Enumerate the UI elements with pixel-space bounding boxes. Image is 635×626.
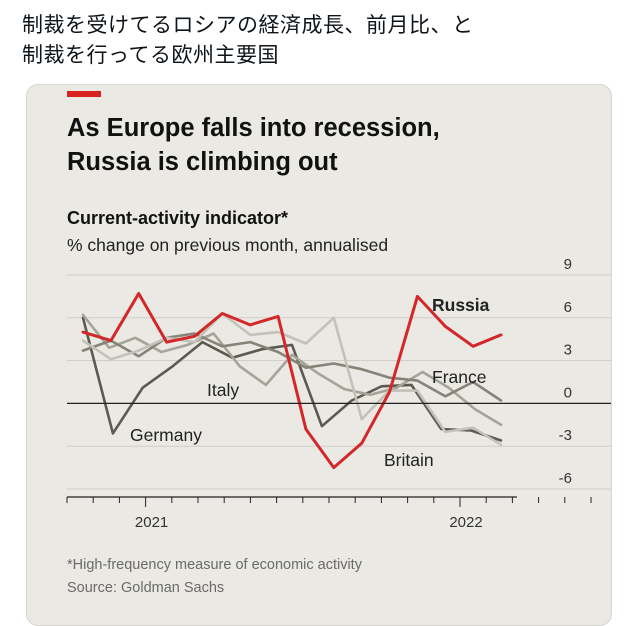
series-labels: Russia France Italy Germany Britain xyxy=(130,295,490,470)
series-label-britain: Britain xyxy=(384,450,434,470)
chart-footnote: *High-frequency measure of economic acti… xyxy=(67,557,362,573)
y-tick-label: -3 xyxy=(559,427,572,444)
gridlines xyxy=(67,274,611,490)
chart-unit-label: % change on previous month, annualised xyxy=(67,235,389,255)
series-label-france: France xyxy=(432,367,486,387)
x-axis: 2021 2022 xyxy=(66,496,592,531)
chart-subtitle: Current-activity indicator* xyxy=(67,208,289,228)
y-axis-ticks: 9 6 3 0 -3 -6 xyxy=(559,256,572,487)
series-label-germany: Germany xyxy=(130,425,202,445)
series-lines xyxy=(67,292,611,470)
series-line-britain xyxy=(81,312,503,447)
y-tick-label: -6 xyxy=(559,470,572,487)
y-tick-label: 9 xyxy=(564,256,572,273)
series-line-germany xyxy=(81,316,503,442)
line-chart: 9 6 3 0 -3 -6 2021 2022 Russia France Italy Germa… xyxy=(66,256,611,531)
series-line-france xyxy=(81,332,503,402)
chart-headline: As Europe falls into recession, Russia i… xyxy=(67,111,440,179)
chart-source: Source: Goldman Sachs xyxy=(67,580,225,596)
tweet-line-1: 制裁を受けてるロシアの経済成長、前月比、と xyxy=(22,13,474,37)
y-tick-label: 3 xyxy=(564,342,572,359)
x-tick-label: 2021 xyxy=(135,514,168,531)
y-tick-label: 0 xyxy=(564,384,572,401)
headline-line-2: Russia is climbing out xyxy=(67,148,338,176)
tweet-text: 制裁を受けてるロシアの経済成長、前月比、と 制裁を行ってる欧州主要国 xyxy=(22,10,622,70)
series-line-russia xyxy=(81,292,503,470)
headline-line-1: As Europe falls into recession, xyxy=(67,114,440,142)
series-label-russia: Russia xyxy=(432,295,490,315)
embedded-chart-image[interactable]: As Europe falls into recession, Russia i… xyxy=(26,84,612,626)
series-label-italy: Italy xyxy=(207,380,239,400)
x-tick-label: 2022 xyxy=(449,514,482,531)
red-accent-tag xyxy=(67,91,101,97)
tweet-line-2: 制裁を行ってる欧州主要国 xyxy=(22,43,279,67)
y-tick-label: 6 xyxy=(564,299,572,316)
